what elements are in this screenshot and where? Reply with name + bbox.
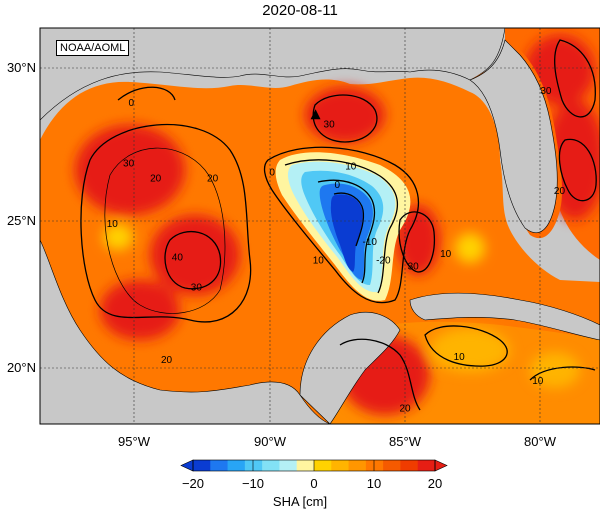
contour-north-30 <box>312 94 378 143</box>
colorbar <box>180 459 448 472</box>
contour-yuc-20 <box>339 338 421 411</box>
contour-eddy-neg20 <box>333 192 365 247</box>
anomaly-west-low <box>100 280 180 340</box>
contour-east-30 <box>398 211 436 273</box>
contour-label: 20 <box>399 403 411 414</box>
source-label: NOAA/AOML <box>56 40 130 56</box>
contour-label: 10 <box>107 219 119 230</box>
anomaly-yellow-1 <box>103 224 133 250</box>
colorbar-ticks: −20 −10 0 10 20 <box>182 476 442 491</box>
triangle-marker-icon <box>310 109 321 120</box>
land-cuba <box>409 292 600 341</box>
contour-labels: 0 30 20 20 10 40 30 20 30 10 0 0 -10 -20 10 30 10 10 10 20 3… <box>107 86 566 414</box>
contour-lines <box>80 39 597 411</box>
colorbar-tick-20: 20 <box>428 476 442 491</box>
anomaly-east-1 <box>396 205 440 275</box>
contour-30-west <box>164 231 222 290</box>
colorbar-swatch <box>383 460 401 471</box>
colorbar-swatch <box>244 460 263 471</box>
contour-label: 0 <box>269 168 275 179</box>
contour-label: 10 <box>532 376 544 387</box>
colorbar-swatch <box>417 460 436 471</box>
lon-tick-90: 90°W <box>254 434 287 449</box>
contour-label: 20 <box>554 186 566 197</box>
colorbar-swatch <box>279 460 298 471</box>
colorbar-swatch <box>210 460 229 471</box>
lat-ticks: 30°N 25°N 20°N <box>7 60 36 375</box>
contour-20-ring <box>104 147 226 314</box>
lon-tick-85: 85°W <box>389 434 422 449</box>
marker-layer <box>310 109 321 120</box>
contour-0-nw <box>117 86 176 101</box>
colorbar-swatch <box>314 460 332 471</box>
anomaly-yellow-4 <box>530 352 580 388</box>
anomaly-yellow-2 <box>455 233 485 263</box>
colorbar-swatch <box>193 460 211 471</box>
lon-ticks: 95°W 90°W 85°W 80°W <box>118 434 557 449</box>
contour-label: 30 <box>324 119 336 130</box>
land-florida-peninsula <box>469 39 558 234</box>
contour-caribbean-10b <box>529 366 596 381</box>
lat-tick-25: 25°N <box>7 213 36 228</box>
colorbar-tick-10: 10 <box>367 476 381 491</box>
map-title: 2020-08-11 <box>262 2 338 19</box>
lat-tick-30: 30°N <box>7 60 36 75</box>
colorbar-right-arrow <box>434 459 448 472</box>
map-field: 0 30 20 20 10 40 30 20 30 10 0 0 -10 -20 10 30 10 10 10 20 3… <box>40 28 600 424</box>
colorbar-tick-0: 0 <box>310 476 317 491</box>
contour-label: 0 <box>334 180 340 191</box>
lon-tick-95: 95°W <box>118 434 151 449</box>
contour-label: 30 <box>540 86 552 97</box>
anomaly-west-band <box>75 125 185 215</box>
map-frame <box>39 27 600 425</box>
colorbar-swatch <box>400 460 419 471</box>
contour-10-west <box>80 123 252 323</box>
contour-label: 30 <box>123 159 135 170</box>
contour-eddy-0 <box>284 159 399 294</box>
contour-label: -10 <box>363 237 378 248</box>
colorbar-left-arrow <box>180 459 194 472</box>
contour-eddy-neg10 <box>317 179 376 284</box>
contour-eddy-10 <box>263 146 420 304</box>
contour-atl-30 <box>554 39 596 118</box>
contour-label: 0 <box>129 98 135 109</box>
contour-label: 40 <box>172 252 184 263</box>
colorbar-swatch <box>331 460 350 471</box>
colorbar-swatch <box>365 460 384 471</box>
contour-atl-20 <box>558 138 597 202</box>
colorbar-tick-neg20: −20 <box>182 476 204 491</box>
contour-label: 30 <box>408 261 420 272</box>
lat-tick-20: 20°N <box>7 360 36 375</box>
contour-label: 10 <box>454 352 466 363</box>
contour-label: 10 <box>313 255 325 266</box>
colorbar-swatch <box>296 460 315 471</box>
contour-label: 20 <box>207 174 219 185</box>
eddy-core <box>330 194 363 272</box>
colorbar-unit-label: SHA [cm] <box>272 494 328 509</box>
contour-label: 30 <box>191 282 203 293</box>
lon-tick-80: 80°W <box>524 434 557 449</box>
contour-label: 20 <box>161 355 173 366</box>
contour-caribbean-10 <box>424 325 508 367</box>
contour-label: 20 <box>150 174 162 185</box>
grid-lines <box>40 28 600 424</box>
colorbar-tick-neg10: −10 <box>242 476 264 491</box>
colorbar-swatch <box>227 460 246 471</box>
colorbar-swatch <box>348 460 367 471</box>
contour-label: 10 <box>345 162 357 173</box>
colorbar-swatch <box>262 460 280 471</box>
contour-label: 10 <box>440 249 452 260</box>
contour-label: -20 <box>376 255 391 266</box>
